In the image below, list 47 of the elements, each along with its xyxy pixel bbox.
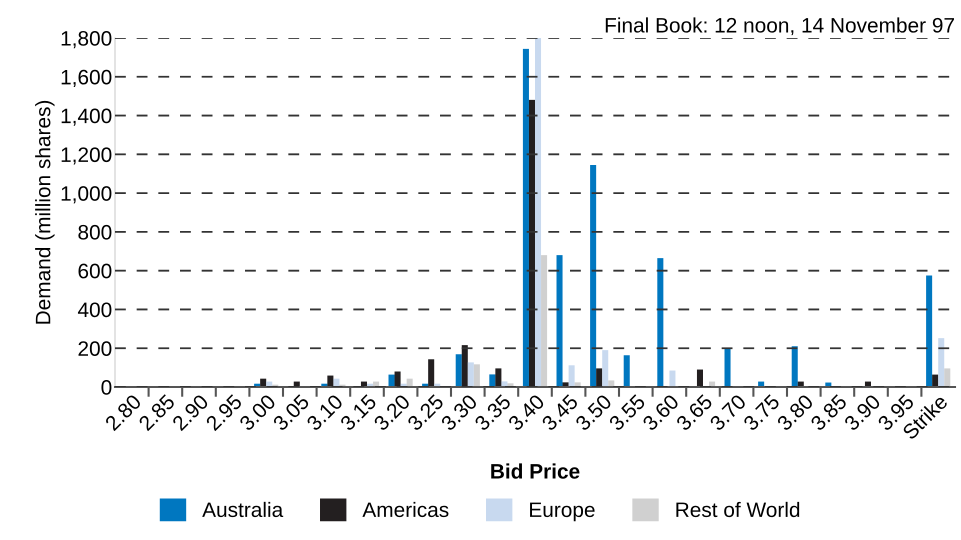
bar — [596, 368, 602, 387]
bar — [462, 345, 468, 387]
bar — [590, 164, 596, 387]
legend-label: Europe — [530, 502, 595, 522]
bar — [535, 38, 542, 387]
bar — [724, 348, 731, 387]
x-axis-title: Bid Price — [491, 463, 580, 479]
bar — [528, 100, 535, 387]
legend-label: Americas — [362, 502, 448, 518]
y-tick-label: 1,600 — [62, 70, 112, 87]
y-tick-label: 0 — [101, 380, 112, 395]
bar — [669, 370, 676, 387]
bar — [568, 365, 575, 387]
legend-label: Australia — [202, 502, 284, 518]
bar — [489, 374, 496, 387]
bar — [556, 255, 563, 387]
y-tick-label: 1,800 — [62, 31, 112, 48]
y-tick-label: 1,000 — [62, 186, 112, 204]
bar — [657, 258, 664, 387]
bar — [541, 255, 548, 387]
y-tick-label: 800 — [78, 224, 112, 240]
y-tick-label: 600 — [78, 264, 112, 278]
legend-label: Rest of World — [676, 502, 800, 518]
bar — [474, 364, 480, 387]
chart-title: Final Book: 12 noon, 14 November 97 — [606, 17, 954, 36]
y-axis-title: Demand (million shares) — [35, 100, 55, 324]
bar — [495, 368, 502, 387]
bar — [522, 48, 529, 387]
y-tick-label: 200 — [78, 341, 112, 356]
bar — [428, 359, 434, 387]
bar — [608, 380, 614, 387]
bar — [696, 370, 703, 387]
y-tick-label: 1,200 — [62, 147, 112, 165]
bar — [932, 374, 938, 387]
bar — [388, 374, 395, 387]
bar — [624, 355, 630, 387]
bar — [468, 362, 474, 387]
y-tick-label: 400 — [78, 302, 112, 318]
bar — [926, 276, 932, 387]
bar — [456, 354, 462, 387]
bar — [792, 346, 798, 387]
bar — [602, 350, 608, 387]
bar — [944, 368, 950, 387]
bar — [938, 338, 944, 387]
bar — [327, 376, 334, 387]
bar — [394, 371, 401, 387]
y-tick-label: 1,400 — [62, 108, 112, 126]
